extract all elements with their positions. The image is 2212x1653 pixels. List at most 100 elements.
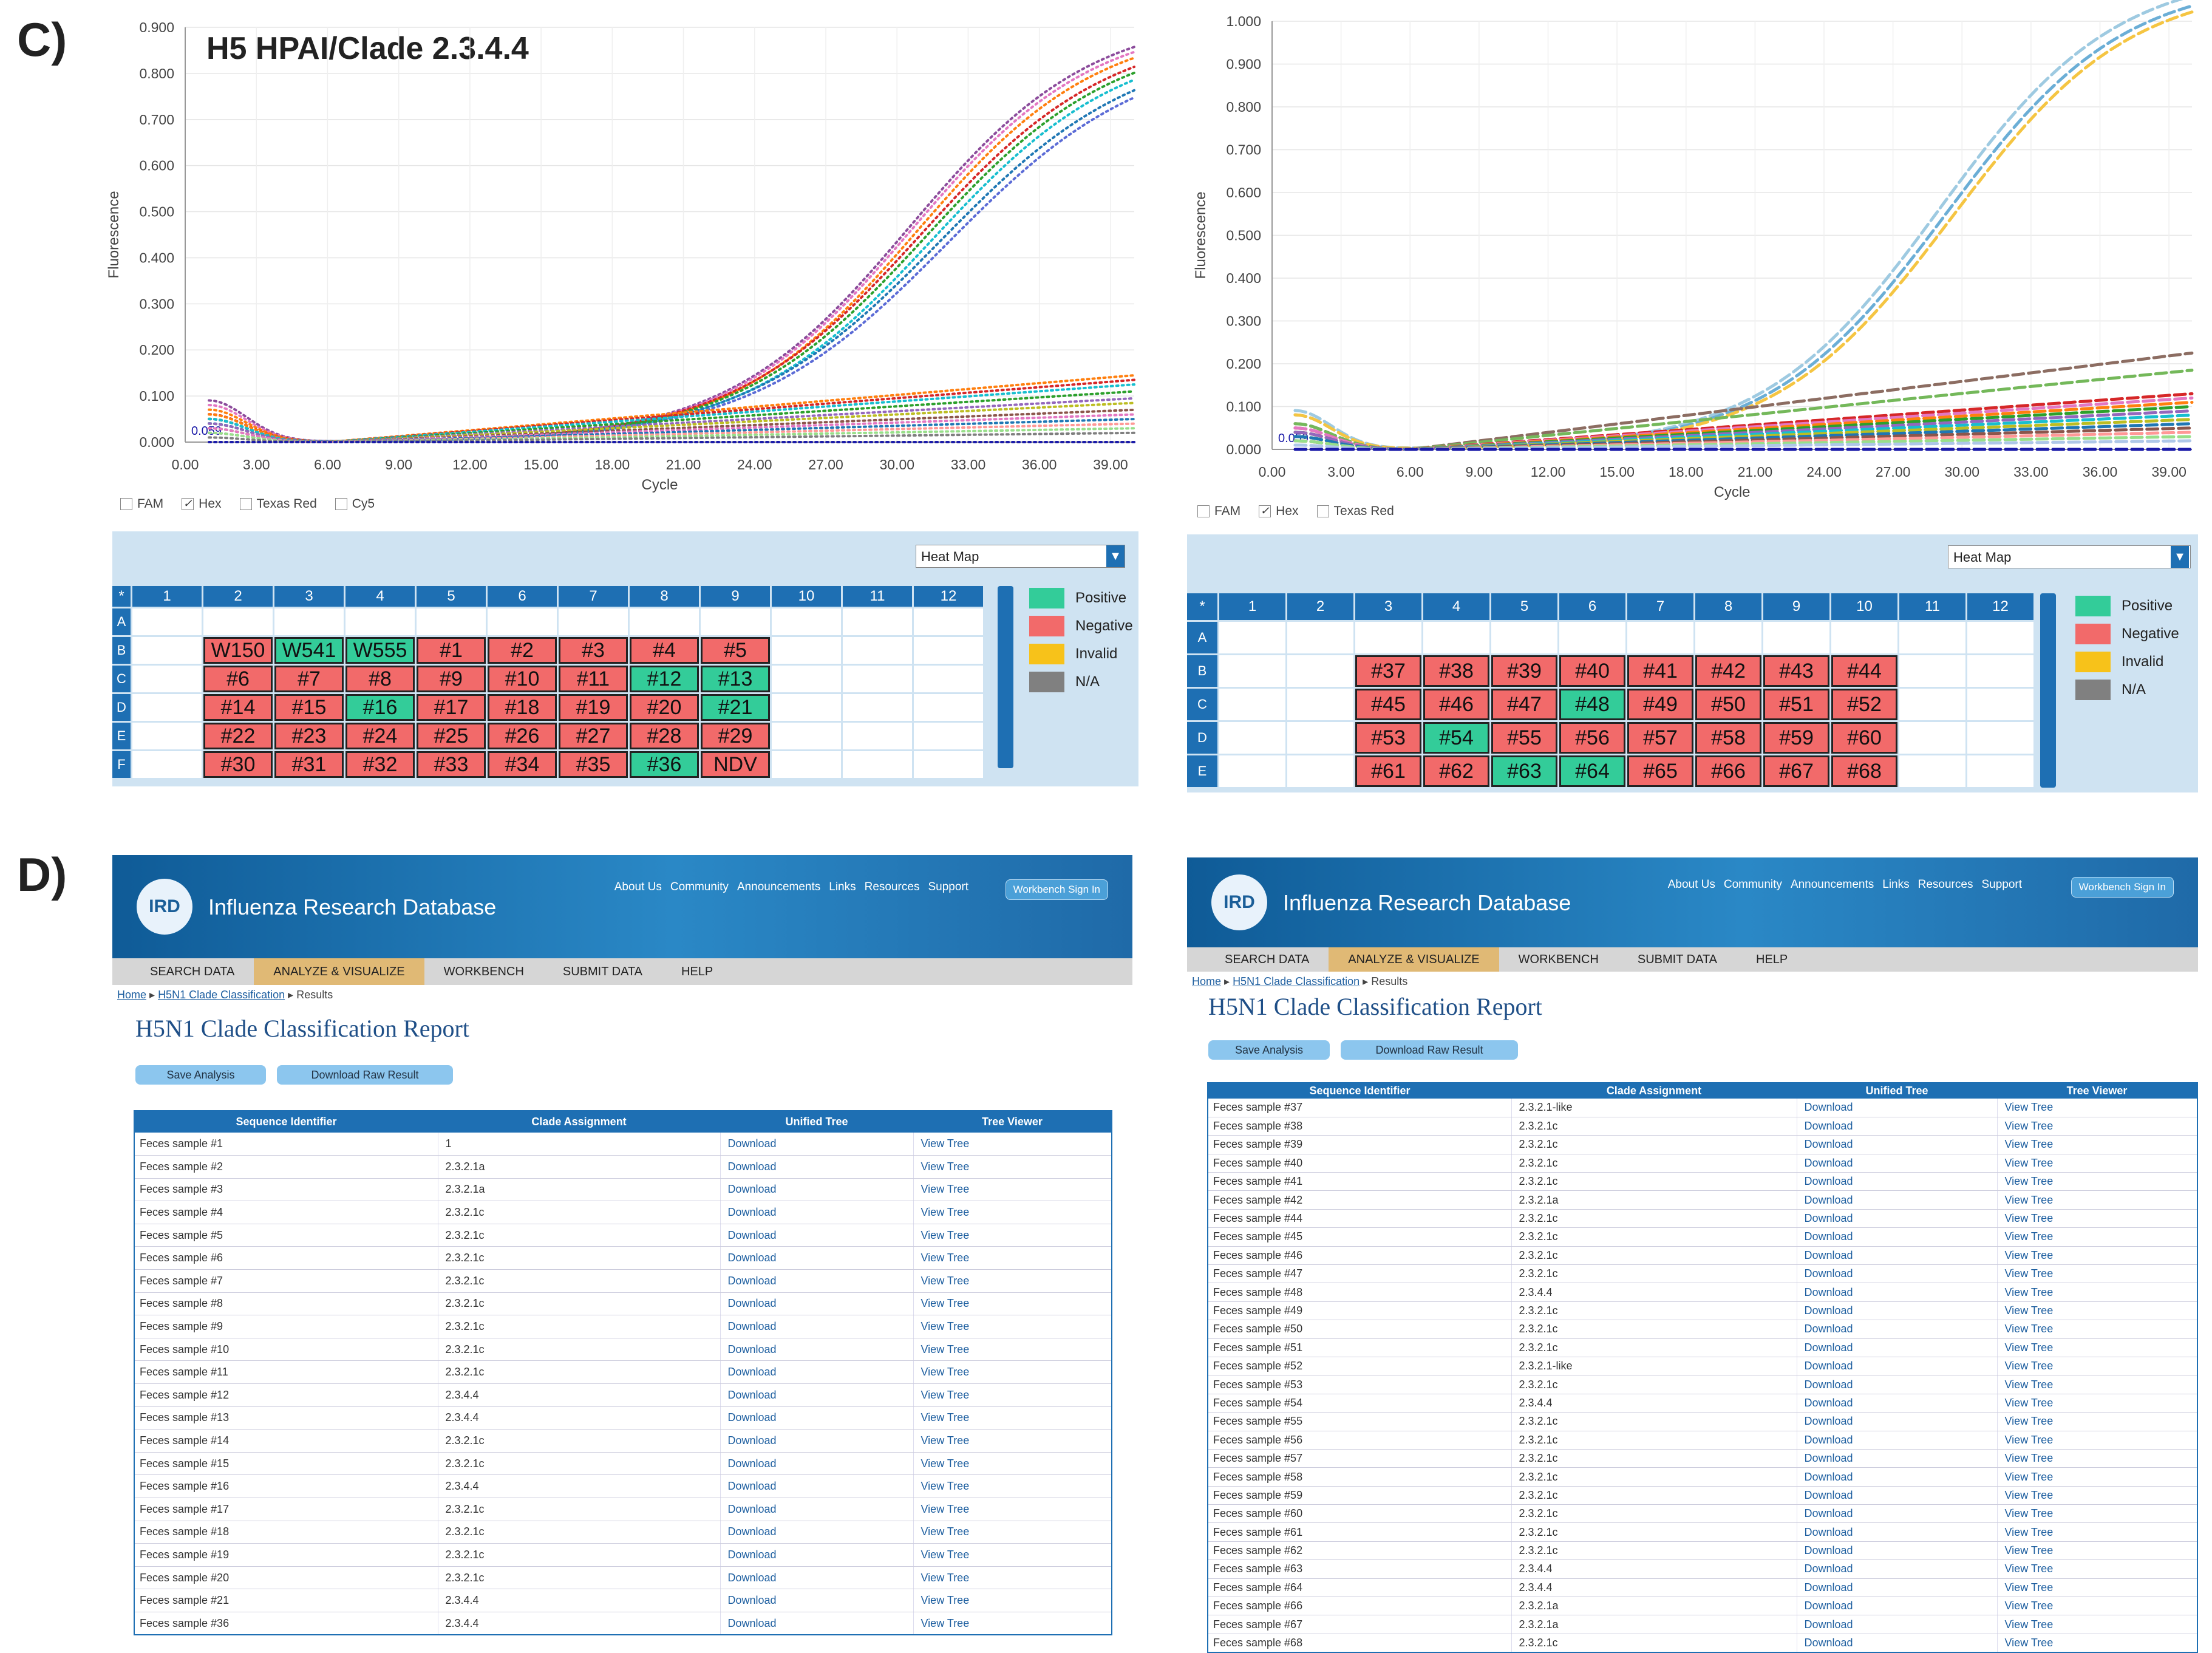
plate-well-empty[interactable] — [1967, 655, 2033, 687]
view-tree-link[interactable]: View Tree — [1997, 1154, 2198, 1173]
nav-tab[interactable]: SEARCH DATA — [1225, 952, 1310, 966]
plate-well[interactable]: #10 — [488, 666, 557, 692]
plate-well-empty[interactable] — [132, 608, 202, 635]
ird-logo[interactable]: IRD — [1211, 874, 1267, 930]
download-raw-result-button[interactable]: Download Raw Result — [1341, 1040, 1518, 1060]
download-link[interactable]: Download — [1797, 1209, 1998, 1229]
plate-well-empty[interactable] — [772, 723, 841, 749]
view-tree-link[interactable]: View Tree — [1997, 1486, 2198, 1505]
download-link[interactable]: Download — [720, 1452, 914, 1476]
download-link[interactable]: Download — [1797, 1117, 1998, 1136]
download-link[interactable]: Download — [1797, 1375, 1998, 1394]
plate-well-empty[interactable] — [1899, 755, 1965, 787]
plate-scrollbar-right[interactable] — [2040, 593, 2056, 788]
plate-well-empty[interactable] — [1763, 622, 1829, 653]
download-link[interactable]: Download — [720, 1155, 914, 1179]
top-link[interactable]: Links — [829, 881, 856, 893]
column-header[interactable]: Tree Viewer — [913, 1111, 1112, 1133]
column-header[interactable]: Clade Assignment — [1511, 1083, 1797, 1099]
plate-well[interactable]: #31 — [274, 751, 344, 778]
view-tree-link[interactable]: View Tree — [913, 1155, 1112, 1179]
view-tree-link[interactable]: View Tree — [913, 1498, 1112, 1521]
view-tree-link[interactable]: View Tree — [1997, 1172, 2198, 1191]
plate-well[interactable]: #21 — [701, 694, 770, 721]
view-tree-link[interactable]: View Tree — [1997, 1357, 2198, 1376]
top-link[interactable]: Resources — [1918, 878, 1973, 891]
top-link[interactable]: Resources — [864, 881, 920, 893]
ird-logo[interactable]: IRD — [137, 879, 192, 935]
plate-well[interactable]: #57 — [1627, 722, 1693, 754]
plate-well-empty[interactable] — [274, 608, 344, 635]
download-link[interactable]: Download — [720, 1269, 914, 1293]
plate-well-empty[interactable] — [1899, 689, 1965, 720]
dye-option[interactable]: Texas Red — [1316, 504, 1394, 519]
plate-well-empty[interactable] — [1219, 622, 1285, 653]
nav-tab[interactable]: SUBMIT DATA — [1637, 952, 1718, 966]
download-link[interactable]: Download — [1797, 1301, 1998, 1321]
plate-well[interactable]: #52 — [1831, 689, 1897, 720]
plate-well-empty[interactable] — [1967, 755, 2033, 787]
chevron-down-icon[interactable]: ▼ — [2171, 546, 2189, 568]
plate-well-empty[interactable] — [132, 637, 202, 664]
top-link[interactable]: Community — [670, 881, 729, 893]
plate-well[interactable]: #26 — [488, 723, 557, 749]
plate-well[interactable]: #11 — [559, 666, 628, 692]
download-link[interactable]: Download — [1797, 1172, 1998, 1191]
view-tree-link[interactable]: View Tree — [1997, 1504, 2198, 1524]
dye-option[interactable]: ✓ Hex — [182, 497, 222, 511]
top-link[interactable]: Support — [928, 881, 968, 893]
view-tree-link[interactable]: View Tree — [1997, 1522, 2198, 1542]
view-tree-link[interactable]: View Tree — [1997, 1449, 2198, 1468]
plate-well[interactable]: #62 — [1423, 755, 1489, 787]
view-tree-link[interactable]: View Tree — [913, 1269, 1112, 1293]
view-tree-link[interactable]: View Tree — [1997, 1559, 2198, 1579]
plate-well-empty[interactable] — [914, 694, 983, 721]
plate-well-empty[interactable] — [1219, 722, 1285, 754]
view-tree-link[interactable]: View Tree — [913, 1543, 1112, 1567]
top-link[interactable]: Announcements — [737, 881, 821, 893]
view-tree-link[interactable]: View Tree — [1997, 1264, 2198, 1284]
plate-well[interactable]: #50 — [1695, 689, 1761, 720]
plate-well-empty[interactable] — [1287, 622, 1353, 653]
download-link[interactable]: Download — [1797, 1099, 1998, 1117]
download-link[interactable]: Download — [1797, 1541, 1998, 1561]
plate-well[interactable]: #28 — [630, 723, 699, 749]
view-tree-link[interactable]: View Tree — [1997, 1246, 2198, 1266]
view-tree-link[interactable]: View Tree — [913, 1566, 1112, 1590]
view-tree-link[interactable]: View Tree — [913, 1246, 1112, 1270]
download-raw-result-button[interactable]: Download Raw Result — [277, 1065, 453, 1085]
plate-well-empty[interactable] — [203, 608, 273, 635]
breadcrumb-link[interactable]: H5N1 Clade Classification — [158, 989, 285, 1001]
plate-well-empty[interactable] — [132, 666, 202, 692]
plate-well[interactable]: #32 — [345, 751, 415, 778]
view-tree-link[interactable]: View Tree — [1997, 1301, 2198, 1321]
view-tree-link[interactable]: View Tree — [913, 1224, 1112, 1247]
plate-well-empty[interactable] — [914, 608, 983, 635]
plate-well[interactable]: #4 — [630, 637, 699, 664]
plate-well-empty[interactable] — [1219, 655, 1285, 687]
plate-well[interactable]: #15 — [274, 694, 344, 721]
top-link[interactable]: Links — [1882, 878, 1910, 891]
download-link[interactable]: Download — [720, 1360, 914, 1385]
plate-well[interactable]: W541 — [274, 637, 344, 664]
plate-well[interactable]: W150 — [203, 637, 273, 664]
plate-well[interactable]: #56 — [1559, 722, 1625, 754]
plate-well-empty[interactable] — [1967, 622, 2033, 653]
plate-well[interactable]: #3 — [559, 637, 628, 664]
plate-well[interactable]: #47 — [1491, 689, 1557, 720]
view-tree-link[interactable]: View Tree — [913, 1201, 1112, 1224]
plate-well-empty[interactable] — [914, 637, 983, 664]
view-tree-link[interactable]: View Tree — [913, 1315, 1112, 1338]
plate-well-empty[interactable] — [1491, 622, 1557, 653]
plate-well[interactable]: #40 — [1559, 655, 1625, 687]
plate-well-empty[interactable] — [1219, 689, 1285, 720]
save-analysis-button[interactable]: Save Analysis — [135, 1065, 266, 1085]
download-link[interactable]: Download — [1797, 1634, 1998, 1653]
view-tree-link[interactable]: View Tree — [1997, 1541, 2198, 1561]
plate-well[interactable]: #12 — [630, 666, 699, 692]
download-link[interactable]: Download — [1797, 1357, 1998, 1376]
plate-well-empty[interactable] — [1355, 622, 1421, 653]
checkbox[interactable] — [1197, 505, 1210, 517]
plate-well[interactable]: #45 — [1355, 689, 1421, 720]
plate-well[interactable]: #18 — [488, 694, 557, 721]
